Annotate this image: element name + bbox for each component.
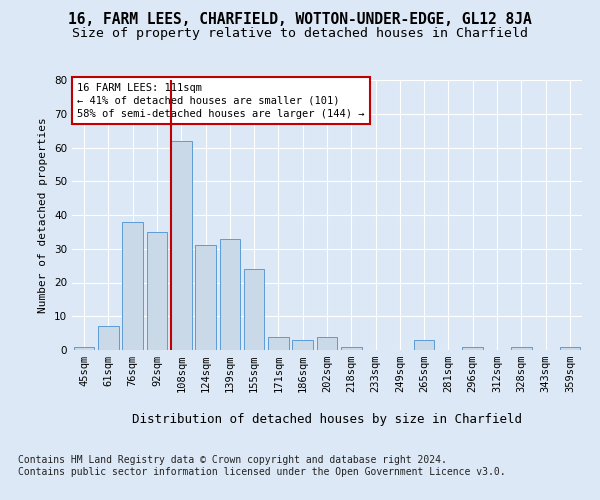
Bar: [244, 269, 265, 350]
Bar: [74, 346, 94, 350]
Text: Size of property relative to detached houses in Charfield: Size of property relative to detached ho…: [72, 28, 528, 40]
Text: Contains HM Land Registry data © Crown copyright and database right 2024.
Contai: Contains HM Land Registry data © Crown c…: [18, 455, 506, 476]
Bar: [317, 336, 337, 350]
Bar: [122, 222, 143, 350]
Bar: [268, 336, 289, 350]
Bar: [414, 340, 434, 350]
Bar: [292, 340, 313, 350]
Bar: [171, 141, 191, 350]
Bar: [220, 238, 240, 350]
Bar: [98, 326, 119, 350]
Text: 16 FARM LEES: 111sqm
← 41% of detached houses are smaller (101)
58% of semi-deta: 16 FARM LEES: 111sqm ← 41% of detached h…: [77, 82, 365, 119]
Bar: [463, 346, 483, 350]
Bar: [146, 232, 167, 350]
Bar: [511, 346, 532, 350]
Text: 16, FARM LEES, CHARFIELD, WOTTON-UNDER-EDGE, GL12 8JA: 16, FARM LEES, CHARFIELD, WOTTON-UNDER-E…: [68, 12, 532, 28]
Bar: [560, 346, 580, 350]
Y-axis label: Number of detached properties: Number of detached properties: [38, 117, 49, 313]
Text: Distribution of detached houses by size in Charfield: Distribution of detached houses by size …: [132, 412, 522, 426]
Bar: [195, 246, 216, 350]
Bar: [341, 346, 362, 350]
